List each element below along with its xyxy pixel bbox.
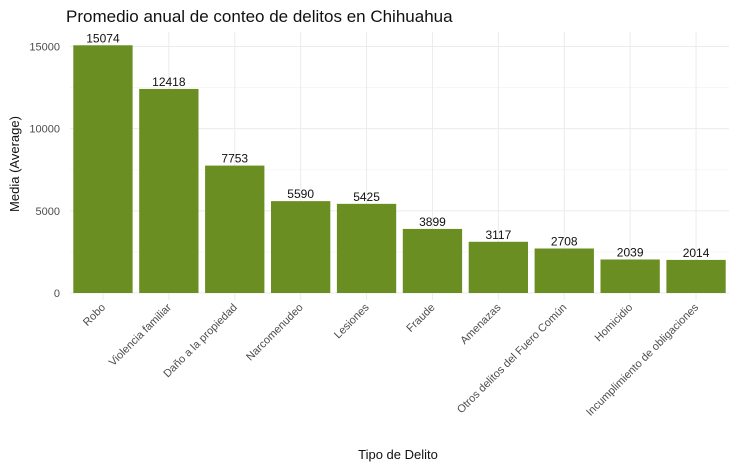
bar	[534, 248, 594, 293]
data-label: 15074	[86, 31, 120, 45]
x-tick-label: Robo	[81, 302, 108, 329]
y-tick-label: 15000	[29, 42, 60, 54]
value-labels: 15074 12418 7753 5590 5425 3899 3117 2708 2039 20…	[86, 31, 709, 260]
bar	[336, 203, 397, 293]
x-tick-label: Incumplimiento de obligaciones	[584, 301, 701, 418]
x-tick-label: Amenazas	[458, 301, 504, 347]
data-label: 3899	[419, 215, 446, 229]
y-axis-title: Media (Average)	[7, 116, 22, 212]
bar	[270, 201, 331, 293]
x-tick-label: Homicidio	[593, 302, 636, 345]
y-axis-ticks: 0 5000 10000 15000	[29, 42, 60, 301]
x-tick-label: Lesiones	[332, 301, 372, 341]
y-tick-label: 5000	[36, 206, 60, 218]
bar	[139, 88, 199, 293]
bars	[73, 45, 726, 293]
bar	[468, 241, 529, 293]
bar	[666, 259, 726, 293]
chart-title: Promedio anual de conteo de delitos en C…	[66, 7, 453, 26]
data-label: 7753	[221, 152, 248, 166]
y-tick-label: 0	[54, 288, 60, 300]
data-label: 2039	[617, 245, 644, 259]
data-label: 5590	[287, 187, 314, 201]
x-tick-label: Fraude	[404, 302, 437, 335]
bar	[402, 228, 463, 293]
data-label: 12418	[152, 75, 186, 89]
x-axis-title: Tipo de Delito	[358, 447, 438, 462]
x-tick-label: Daño a la propiedad	[161, 302, 240, 381]
data-label: 2708	[551, 234, 578, 248]
y-tick-label: 10000	[29, 124, 60, 136]
bar	[73, 45, 133, 293]
data-label: 3117	[485, 228, 511, 242]
bar	[600, 259, 660, 293]
data-label: 2014	[683, 246, 710, 260]
bar	[205, 165, 265, 293]
x-tick-label: Violencia familiar	[107, 301, 174, 368]
x-tick-label: Otros delitos del Fuero Común	[455, 302, 569, 416]
data-label: 5425	[353, 190, 380, 204]
x-tick-label: Narcomenudeo	[244, 302, 306, 364]
